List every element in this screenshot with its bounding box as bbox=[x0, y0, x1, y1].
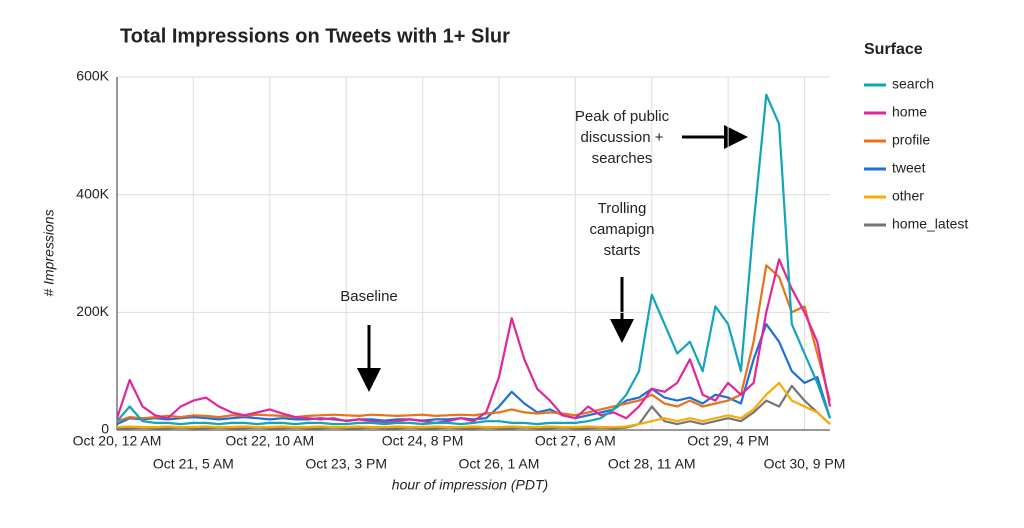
legend-label: tweet bbox=[892, 160, 926, 176]
chart-title: Total Impressions on Tweets with 1+ Slur bbox=[120, 25, 510, 47]
annotation: camapign bbox=[589, 221, 654, 238]
legend-label: home bbox=[892, 104, 927, 120]
x-tick-label: Oct 22, 10 AM bbox=[225, 433, 314, 449]
legend-label: other bbox=[892, 188, 924, 204]
y-tick-label: 0 bbox=[101, 421, 109, 437]
x-tick-label: Oct 23, 3 PM bbox=[305, 456, 387, 472]
legend-label: home_latest bbox=[892, 216, 968, 232]
x-tick-label: Oct 24, 8 PM bbox=[382, 433, 464, 449]
series-line bbox=[117, 384, 831, 430]
y-tick-label: 400K bbox=[76, 185, 109, 201]
x-axis-title: hour of impression (PDT) bbox=[392, 477, 548, 493]
series-line bbox=[115, 258, 832, 424]
annotation: searches bbox=[592, 150, 653, 167]
x-tick-label: Oct 28, 11 AM bbox=[608, 456, 696, 472]
y-tick-label: 600K bbox=[76, 68, 109, 84]
series-line bbox=[116, 381, 831, 429]
series-line bbox=[116, 93, 832, 426]
x-tick-label: Oct 30, 9 PM bbox=[764, 456, 846, 472]
x-tick-label: Oct 21, 5 AM bbox=[153, 456, 234, 472]
annotation: discussion + bbox=[581, 129, 664, 146]
annotation: Peak of public bbox=[575, 108, 670, 125]
x-tick-label: Oct 20, 12 AM bbox=[73, 433, 162, 449]
y-tick-label: 200K bbox=[76, 303, 109, 319]
annotation: Baseline bbox=[340, 288, 398, 305]
annotation: starts bbox=[604, 242, 641, 259]
legend-title: Surface bbox=[864, 41, 923, 58]
x-tick-label: Oct 26, 1 AM bbox=[458, 456, 539, 472]
legend-label: profile bbox=[892, 132, 930, 148]
annotation: Trolling bbox=[598, 200, 647, 217]
x-tick-label: Oct 27, 6 AM bbox=[535, 433, 616, 449]
legend-label: search bbox=[892, 76, 934, 92]
series-line bbox=[116, 264, 832, 423]
y-axis-title: # Impressions bbox=[41, 209, 57, 296]
x-tick-label: Oct 29, 4 PM bbox=[687, 433, 769, 449]
